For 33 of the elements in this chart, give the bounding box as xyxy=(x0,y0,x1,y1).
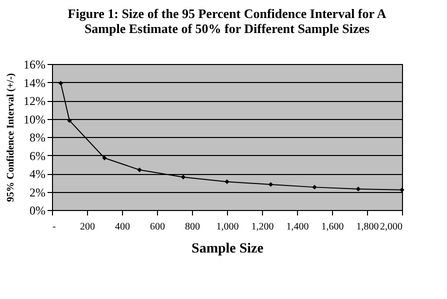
point xyxy=(137,168,142,172)
y-tick-label: 4% xyxy=(30,167,46,181)
x-tick-label: 1,400 xyxy=(286,222,309,232)
x-tick-label: 200 xyxy=(80,222,95,232)
x-tick-label: 800 xyxy=(185,222,200,232)
y-tick-label: 2% xyxy=(30,185,46,200)
point xyxy=(67,118,72,123)
y-axis-title: 95% Confidence Interval (+/-) xyxy=(6,73,17,202)
point xyxy=(102,156,107,160)
point xyxy=(356,186,361,192)
y-tick-label: 16% xyxy=(24,58,46,72)
point xyxy=(400,188,404,192)
x-tick-label: 600 xyxy=(150,222,165,232)
y-tick-label: 0% xyxy=(30,204,46,218)
x-tick-label: 2,000 xyxy=(380,222,402,232)
x-tick-label: 1,200 xyxy=(251,222,274,232)
y-tick-label: 14% xyxy=(24,76,46,90)
x-tick-label: 1,600 xyxy=(321,222,344,232)
x-tick-label: - xyxy=(52,222,56,232)
point xyxy=(58,80,64,86)
y-tick-label: 6% xyxy=(30,148,46,163)
y-tick-label: 8% xyxy=(30,130,46,144)
point xyxy=(180,174,186,180)
x-axis-title: Sample Size xyxy=(192,242,264,256)
x-tick-label: 1,000 xyxy=(216,222,239,232)
point xyxy=(312,184,317,190)
chart-title: Figure 1: Size of the 95 Percent Confidence Interval for A Sample Estimate of 50% for Different Sample Sizes xyxy=(68,6,387,36)
y-tick-label: 10% xyxy=(24,112,46,126)
point xyxy=(224,179,230,184)
x-tick-label: 400 xyxy=(115,222,130,232)
x-tick-label: 1,800 xyxy=(356,222,379,232)
y-tick-label: 12% xyxy=(24,94,46,108)
point xyxy=(268,182,274,187)
